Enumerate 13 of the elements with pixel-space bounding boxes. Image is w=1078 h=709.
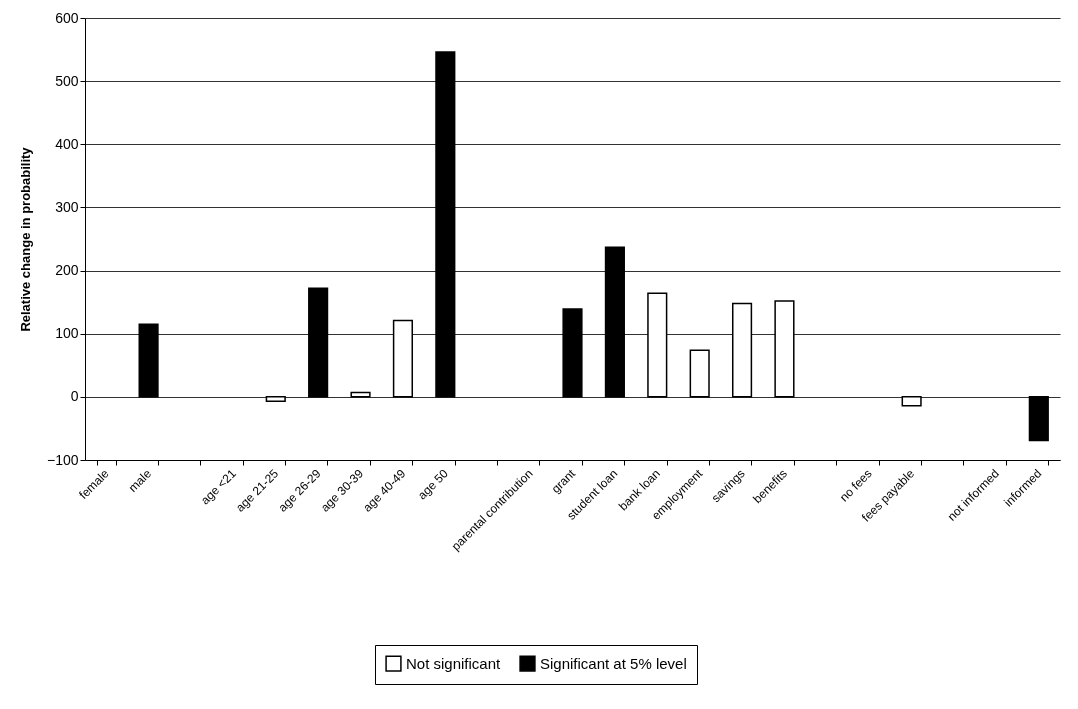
y-tick-label: 300: [55, 198, 79, 215]
y-tick-label: −100: [46, 451, 79, 468]
y-tick-label: 400: [55, 135, 79, 152]
y-tick-label: 200: [55, 262, 79, 279]
y-tick-label: 0: [70, 388, 79, 405]
y-tick-label: 500: [55, 72, 79, 89]
y-axis-title: Relative change in probability: [17, 146, 33, 332]
y-tick-label: 100: [55, 325, 79, 342]
x-tick-label: no fees: [836, 466, 875, 505]
x-tick-label: age 50: [414, 466, 452, 503]
legend-label: Significant at 5% level: [540, 654, 687, 672]
legend-label: Not significant: [406, 654, 502, 672]
y-tick-label: 600: [55, 9, 79, 26]
